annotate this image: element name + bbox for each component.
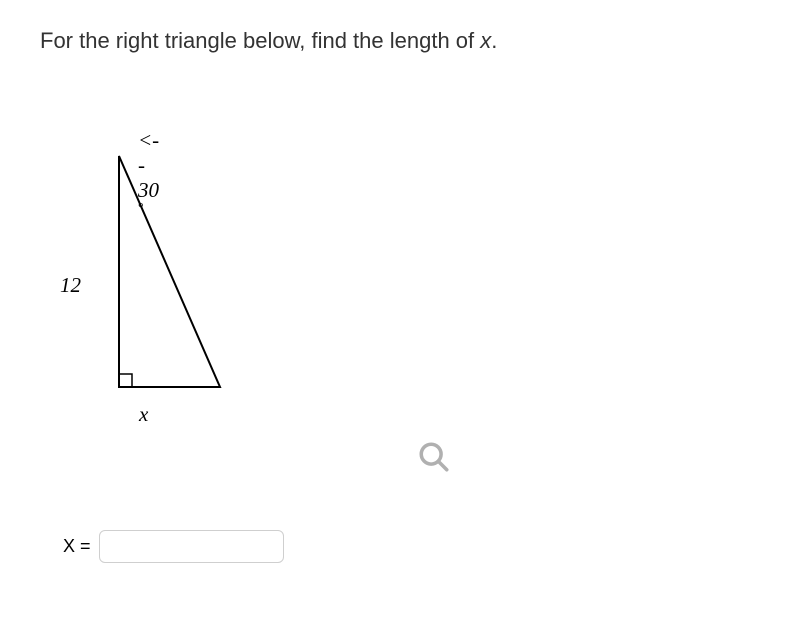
search-icon[interactable] xyxy=(417,440,451,479)
right-angle-marker xyxy=(119,374,132,387)
question-suffix: . xyxy=(491,28,497,53)
answer-row: X = xyxy=(63,530,284,563)
question-variable: x xyxy=(480,28,491,53)
side-vertical-label: 12 xyxy=(60,273,81,298)
triangle-svg xyxy=(102,150,242,400)
question-prefix: For the right triangle below, find the l… xyxy=(40,28,480,53)
answer-label: X = xyxy=(63,536,91,557)
question-text: For the right triangle below, find the l… xyxy=(40,28,770,54)
triangle-shape xyxy=(119,156,220,387)
answer-input[interactable] xyxy=(99,530,284,563)
side-bottom-label: x xyxy=(139,402,148,427)
